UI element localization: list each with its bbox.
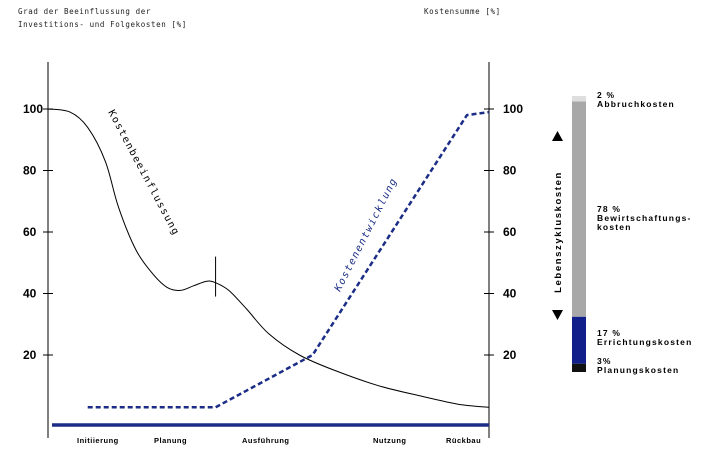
phase-label-rueckbau: Rückbau (446, 436, 481, 445)
right-tick-label: 80 (503, 164, 517, 178)
phase-label-initiierung: Initiierung (77, 436, 119, 445)
right-tick-label: 20 (503, 348, 517, 362)
lifecycle-segment-name: kosten (597, 222, 632, 232)
right-tick-label: 100 (503, 102, 523, 116)
lifecycle-segment (572, 102, 586, 317)
left-tick-label: 60 (23, 225, 37, 239)
lifecycle-segment (572, 317, 586, 364)
lifecycle-segment (572, 364, 586, 372)
lifecycle-cost-bar (572, 96, 586, 372)
left-tick-label: 80 (23, 164, 37, 178)
series-layer (48, 109, 489, 407)
lifecycle-segment-name: Errichtungskosten (597, 337, 693, 347)
right-axis-title: Kostensumme [%] (424, 7, 501, 16)
series-label-kostenbeeinflussung: Kostenbeeinflussung (105, 108, 181, 238)
tick-labels: 20 20 40 40 60 60 80 80 100 100 (23, 102, 523, 362)
series-line-kostenbeeinflussung (48, 109, 489, 407)
lifecycle-segment-name: Abbruchkosten (597, 99, 675, 109)
tick-marks (43, 109, 494, 355)
left-axis-title-line2: Investitions- und Folgekosten [%] (18, 20, 187, 29)
series-line-kostenentwicklung (88, 112, 489, 407)
left-axis-title-line1: Grad der Beeinflussung der (18, 7, 151, 16)
left-tick-label: 100 (23, 102, 43, 116)
left-tick-label: 40 (23, 287, 37, 301)
phase-label-planung: Planung (154, 436, 187, 445)
phase-label-ausfuehrung: Ausführung (242, 436, 290, 445)
arrow-up-icon (552, 131, 563, 141)
left-tick-label: 20 (23, 348, 37, 362)
lifecycle-segment (572, 96, 586, 102)
phase-label-nutzung: Nutzung (373, 436, 407, 445)
right-tick-label: 40 (503, 287, 517, 301)
lifecycle-label: Lebenszykluskosten (553, 171, 564, 293)
arrow-down-icon (552, 310, 563, 320)
right-tick-label: 60 (503, 225, 517, 239)
lifecycle-segment-name: Planungskosten (597, 365, 679, 375)
